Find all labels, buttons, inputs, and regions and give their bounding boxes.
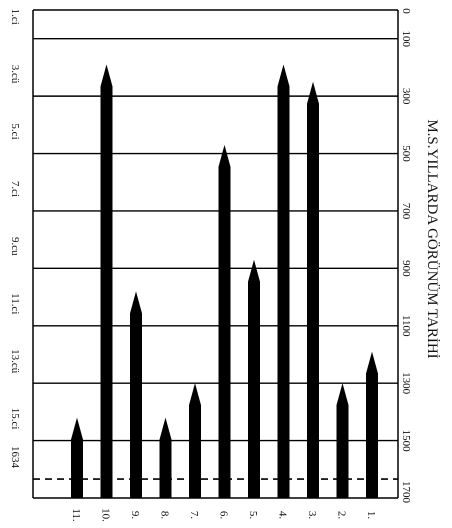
bar bbox=[100, 64, 113, 499]
y-tick-label-left: 15.ci bbox=[9, 408, 21, 430]
bar bbox=[366, 351, 378, 498]
x-tick-label: 10. bbox=[100, 508, 112, 522]
x-tick-label: 4. bbox=[277, 511, 289, 520]
x-tick-label: 1. bbox=[365, 511, 377, 520]
x-tick-label: 9. bbox=[129, 511, 141, 520]
x-tick-label: 2. bbox=[336, 511, 348, 520]
axes bbox=[32, 9, 399, 499]
x-tick-label: 8. bbox=[159, 511, 171, 520]
grid-lines bbox=[33, 38, 398, 480]
y-tick-label-right: 300 bbox=[400, 88, 412, 105]
x-tick-label: 7. bbox=[188, 511, 200, 520]
y-tick-label-right: 1300 bbox=[400, 372, 412, 395]
y-tick-label-left: 3.cü bbox=[9, 65, 21, 84]
y-tick-label-right: 1700 bbox=[400, 481, 412, 504]
y-tick-label-right: 1500 bbox=[400, 430, 412, 453]
y-tick-label-left: 1634 bbox=[9, 446, 21, 469]
x-tick-label: 11. bbox=[70, 508, 82, 522]
y-tick-label-right: 700 bbox=[400, 203, 412, 220]
y-tick-label-left: 9.cu bbox=[9, 237, 21, 256]
bar bbox=[159, 417, 172, 498]
x-tick-label: 6. bbox=[218, 511, 230, 520]
y-tick-label-left: 5.ci bbox=[9, 123, 21, 139]
y-tick-label-right: 100 bbox=[400, 30, 412, 47]
bar bbox=[248, 259, 260, 498]
bar bbox=[218, 144, 231, 498]
x-tick-label: 3. bbox=[306, 511, 318, 520]
y-tick-label-left: 7.ci bbox=[9, 181, 21, 197]
x-tick-label: 5. bbox=[247, 511, 259, 520]
y-tick-label-right: 0 bbox=[400, 8, 412, 14]
bar bbox=[189, 383, 201, 498]
bar bbox=[71, 417, 83, 498]
y-tick-label-right: 500 bbox=[400, 145, 412, 162]
y-tick-label-left: 11.ci bbox=[9, 293, 21, 314]
bars bbox=[71, 64, 378, 499]
y-tick-label-right: 1100 bbox=[400, 315, 412, 337]
y-tick-label-left: 1.ci bbox=[9, 9, 21, 25]
bar bbox=[307, 81, 319, 498]
labels: 0 100 300 500 700 900 1100 1300 1500 1700 1.ci 3.cü… bbox=[9, 8, 412, 522]
y-tick-label-right: 900 bbox=[400, 260, 412, 277]
y-tick-label-left: 13.cü bbox=[9, 349, 21, 374]
bar bbox=[130, 291, 142, 498]
bar bbox=[277, 64, 290, 499]
bar bbox=[336, 383, 349, 498]
chart-title: M.S.YILLARDA GÖRÜNÜM TARİHİ bbox=[424, 119, 441, 358]
